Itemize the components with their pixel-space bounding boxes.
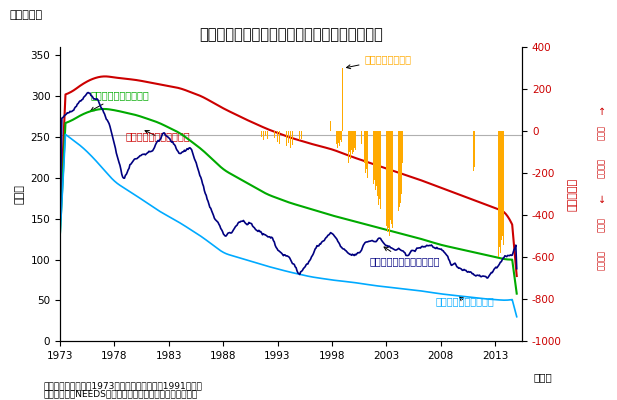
- Bar: [389, 131, 390, 236]
- Text: 円買い: 円買い: [597, 124, 606, 140]
- Bar: [378, 131, 379, 205]
- Bar: [358, 131, 359, 151]
- Bar: [281, 131, 282, 143]
- Bar: [385, 131, 386, 213]
- Bar: [386, 131, 387, 226]
- Bar: [299, 131, 300, 140]
- Bar: [288, 131, 289, 143]
- Bar: [364, 131, 365, 163]
- Bar: [342, 68, 343, 131]
- Bar: [261, 131, 262, 136]
- Bar: [338, 131, 339, 143]
- Bar: [301, 131, 302, 139]
- Bar: [368, 131, 369, 165]
- Bar: [399, 131, 400, 207]
- Bar: [472, 131, 473, 165]
- Text: ↑: ↑: [597, 107, 606, 117]
- Bar: [503, 131, 504, 245]
- Y-axis label: （百億円）: （百億円）: [567, 178, 578, 211]
- Text: （年）: （年）: [534, 372, 552, 382]
- Bar: [351, 131, 352, 150]
- Bar: [340, 131, 341, 140]
- Y-axis label: （円）: （円）: [15, 184, 25, 204]
- Bar: [331, 114, 332, 131]
- Bar: [401, 131, 402, 194]
- Title: ドル円の購買力平価と実勢相場、為替介入実績: ドル円の購買力平価と実勢相場、為替介入実績: [199, 27, 383, 42]
- Bar: [361, 131, 362, 144]
- Text: 消費者物価基準（左軸）: 消費者物価基準（左軸）: [125, 130, 190, 142]
- Bar: [341, 131, 342, 142]
- Bar: [352, 131, 353, 154]
- Text: ドル円の実勢相場（左軸）: ドル円の実勢相場（左軸）: [370, 247, 441, 266]
- Bar: [381, 131, 382, 215]
- Bar: [365, 131, 366, 173]
- Bar: [267, 131, 268, 139]
- Bar: [335, 119, 336, 131]
- Bar: [339, 131, 340, 146]
- Bar: [375, 131, 376, 190]
- Bar: [271, 131, 272, 141]
- Bar: [374, 131, 375, 180]
- Bar: [348, 131, 349, 163]
- Bar: [355, 131, 356, 150]
- Bar: [379, 131, 380, 198]
- Bar: [377, 131, 378, 196]
- Bar: [349, 131, 350, 152]
- Bar: [372, 131, 373, 176]
- Bar: [354, 131, 355, 148]
- Bar: [499, 131, 500, 247]
- Bar: [402, 131, 403, 163]
- Bar: [392, 131, 393, 228]
- Bar: [376, 131, 377, 186]
- Text: （資料）日経NEEDSよりニッセイ基礎研究所試算、財務省: （資料）日経NEEDSよりニッセイ基礎研究所試算、財務省: [43, 389, 197, 398]
- Bar: [473, 131, 474, 171]
- Bar: [265, 131, 266, 136]
- Text: （注）購買力平価は1973年基準、為替介入は1991年以降: （注）購買力平価は1973年基準、為替介入は1991年以降: [43, 381, 202, 390]
- Text: 円売り: 円売り: [597, 216, 606, 232]
- Bar: [498, 131, 499, 257]
- Text: （図表３）: （図表３）: [9, 10, 43, 20]
- Bar: [292, 131, 293, 145]
- Bar: [395, 131, 396, 222]
- Text: 輸出物価基準（左軸）: 輸出物価基準（左軸）: [435, 296, 494, 306]
- Text: ドル売り: ドル売り: [597, 158, 606, 178]
- Bar: [500, 131, 501, 253]
- Bar: [501, 131, 502, 240]
- Bar: [366, 131, 367, 169]
- Bar: [274, 131, 275, 138]
- Bar: [277, 131, 278, 142]
- Bar: [290, 131, 291, 148]
- Bar: [502, 131, 503, 236]
- Text: ↓: ↓: [597, 195, 606, 205]
- Text: 企業物価基準（左軸）: 企業物価基準（左軸）: [91, 90, 149, 111]
- Text: 為替介入（右軸）: 為替介入（右軸）: [347, 54, 412, 69]
- Bar: [388, 131, 389, 228]
- Text: ドル買い: ドル買い: [597, 250, 606, 270]
- Bar: [391, 131, 392, 224]
- Bar: [398, 131, 399, 211]
